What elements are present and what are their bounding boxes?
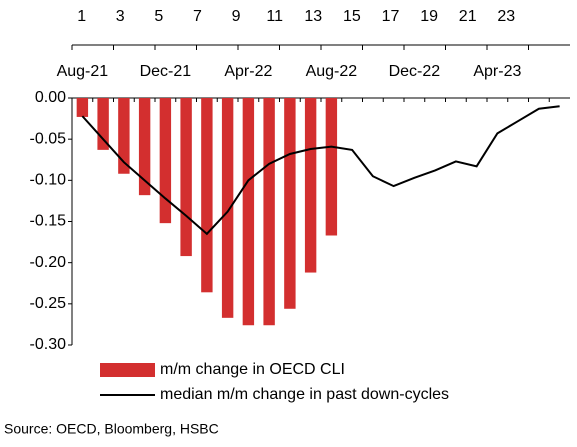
x2-tick-label: 9 bbox=[232, 8, 241, 25]
bar bbox=[76, 98, 89, 117]
x2-tick-label: 17 bbox=[382, 8, 400, 25]
bar bbox=[221, 98, 234, 318]
x-tick-label: Dec-22 bbox=[389, 63, 441, 80]
bar bbox=[97, 98, 109, 150]
x2-tick-label: 1 bbox=[77, 8, 86, 25]
x2-tick-label: 13 bbox=[304, 8, 322, 25]
legend-label: m/m change in OECD CLI bbox=[160, 361, 345, 378]
x-tick-label: Apr-23 bbox=[473, 63, 521, 80]
x-tick-label: Aug-21 bbox=[57, 63, 109, 80]
y-tick-label: -0.30 bbox=[30, 336, 67, 353]
legend-label: median m/m change in past down-cycles bbox=[160, 386, 449, 403]
x2-tick-label: 3 bbox=[116, 8, 125, 25]
y-tick-label: -0.25 bbox=[30, 295, 67, 312]
x2-tick-label: 21 bbox=[459, 8, 477, 25]
source: Source: OECD, Bloomberg, HSBC bbox=[4, 421, 219, 437]
x-tick-label: Aug-22 bbox=[306, 63, 358, 80]
y-tick-label: -0.05 bbox=[30, 130, 67, 147]
x2-tick-label: 11 bbox=[266, 8, 283, 25]
bar bbox=[284, 98, 296, 309]
x2-tick-label: 15 bbox=[343, 8, 361, 25]
legend-swatch bbox=[100, 363, 155, 377]
bar bbox=[242, 98, 255, 326]
bar bbox=[138, 98, 151, 196]
y-tick-label: -0.15 bbox=[30, 213, 67, 230]
bar bbox=[118, 98, 130, 174]
bar bbox=[180, 98, 192, 257]
bar bbox=[304, 98, 317, 273]
bar bbox=[159, 98, 172, 224]
x2-tick-label: 7 bbox=[193, 8, 202, 25]
y-tick-label: 0.00 bbox=[35, 89, 66, 106]
bar bbox=[325, 98, 338, 236]
bar bbox=[263, 98, 275, 326]
line bbox=[81, 105, 560, 236]
x-tick-label: Dec-21 bbox=[140, 63, 192, 80]
y-tick-label: -0.10 bbox=[30, 172, 67, 189]
x2-tick-label: 23 bbox=[497, 8, 515, 25]
y-tick-label: -0.20 bbox=[30, 254, 67, 271]
bar bbox=[201, 98, 213, 293]
x-tick-label: Apr-22 bbox=[224, 63, 272, 80]
x2-tick-label: 5 bbox=[154, 8, 163, 25]
x2-tick-label: 19 bbox=[420, 8, 438, 25]
